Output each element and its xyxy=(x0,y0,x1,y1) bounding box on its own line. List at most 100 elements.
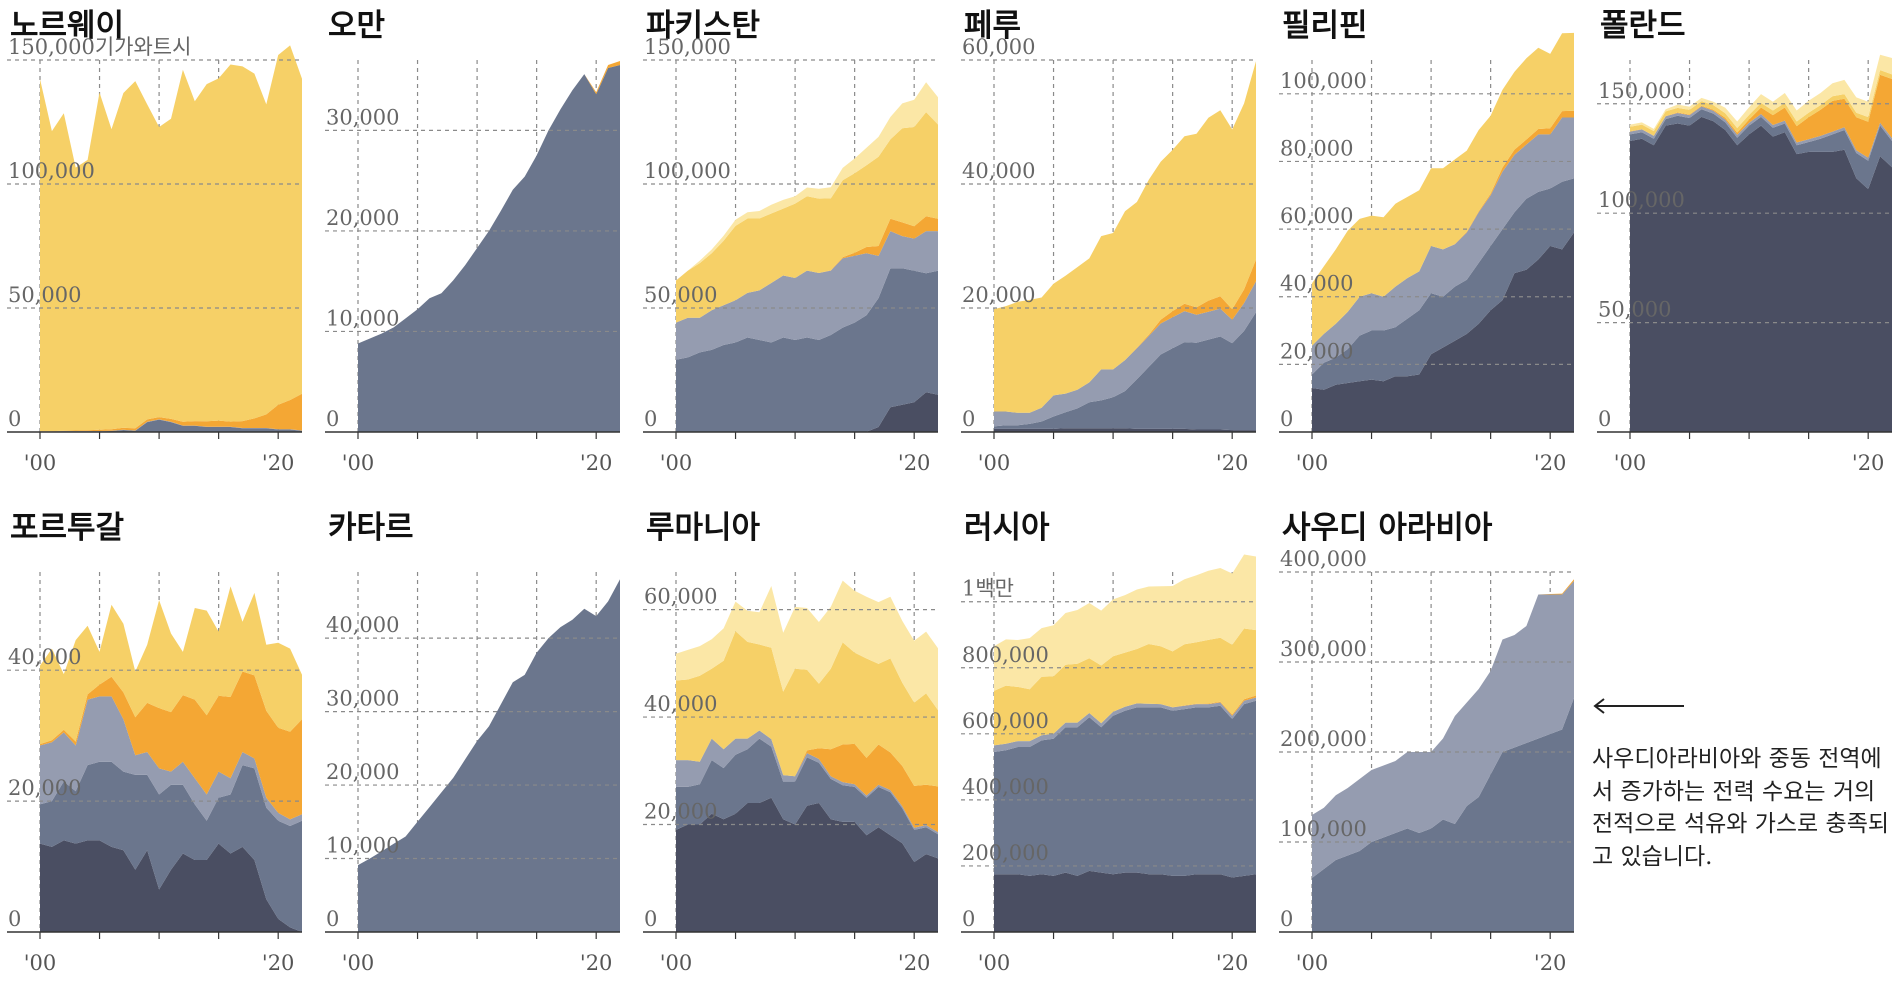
area-hydro xyxy=(994,628,1256,746)
x-tick-label: '00 xyxy=(978,951,1011,975)
panel-title: 러시아 xyxy=(964,510,1050,546)
panel-title: 페루 xyxy=(964,8,1021,44)
area-coal xyxy=(676,392,938,432)
y-tick-label: 150,000 xyxy=(1598,79,1685,103)
x-tick-label: '00 xyxy=(24,451,57,475)
y-tick-label: 150,000 xyxy=(644,35,731,59)
y-tick-label: 30,000 xyxy=(326,105,399,129)
panel-7: 카타르 0 10,000 20,000 30,000 40,000 '00 '20 xyxy=(325,510,620,975)
y-tick-label: 20,000 xyxy=(326,760,399,784)
area-oil xyxy=(1312,117,1574,375)
area-wind-solar xyxy=(40,393,302,432)
panel-5: 폴란드 0 50,000 100,000 150,000 '00 '20 xyxy=(1597,8,1892,475)
y-tick-label: 40,000 xyxy=(644,692,717,716)
area-oil xyxy=(994,697,1256,752)
x-tick-label: '20 xyxy=(1534,451,1567,475)
y-tick-label: 60,000 xyxy=(962,35,1035,59)
area-oil xyxy=(40,419,302,432)
panel-0: 노르웨이 0 50,000 100,000 150,000기가와트시 '00 '20 xyxy=(7,8,302,475)
y-tick-label: 200,000 xyxy=(962,841,1049,865)
area-oil xyxy=(40,696,302,826)
panel-6: 포르투갈 0 20,000 40,000 '00 '20 xyxy=(7,510,302,975)
x-tick-label: '20 xyxy=(1534,951,1567,975)
y-tick-label: 0 xyxy=(1280,907,1293,931)
area-coal xyxy=(40,840,302,932)
y-tick-label: 20,000 xyxy=(1280,339,1353,363)
panel-title: 필리핀 xyxy=(1282,8,1368,44)
x-tick-label: '20 xyxy=(580,451,613,475)
x-tick-label: '00 xyxy=(1296,951,1329,975)
y-tick-label: 60,000 xyxy=(644,585,717,609)
y-tick-label: 400,000 xyxy=(962,775,1049,799)
area-coal xyxy=(994,428,1256,432)
x-tick-label: '20 xyxy=(580,951,613,975)
area-hydro xyxy=(1312,32,1574,346)
area-oil xyxy=(676,730,938,835)
area-other xyxy=(676,82,938,281)
area-coal xyxy=(676,797,938,932)
y-tick-label: 20,000 xyxy=(644,800,717,824)
area-wind-solar xyxy=(358,61,620,344)
y-tick-label: 20,000 xyxy=(8,776,81,800)
y-tick-label: 40,000 xyxy=(8,645,81,669)
panel-2: 파키스탄 0 50,000 100,000 150,000 '00 '20 xyxy=(643,8,938,475)
x-tick-label: '20 xyxy=(1216,951,1249,975)
panel-1: 오만 0 10,000 20,000 30,000 '00 '20 xyxy=(325,8,620,475)
area-other xyxy=(676,580,938,711)
y-tick-label: 0 xyxy=(326,907,339,931)
x-tick-label: '00 xyxy=(978,451,1011,475)
y-tick-label: 0 xyxy=(962,907,975,931)
y-tick-label: 0 xyxy=(644,407,657,431)
panel-title: 노르웨이 xyxy=(10,8,124,44)
area-hydro xyxy=(40,45,302,432)
panel-9: 러시아 0 200,000 400,000 600,000 800,000 1백만 '00 '2… xyxy=(961,510,1256,975)
y-tick-label: 10,000 xyxy=(326,306,399,330)
area-gas xyxy=(676,738,938,863)
area-coal xyxy=(994,870,1256,932)
y-tick-label: 300,000 xyxy=(1280,637,1367,661)
area-gas xyxy=(994,312,1256,431)
y-tick-label: 50,000 xyxy=(1598,298,1671,322)
area-gas xyxy=(1312,698,1574,932)
area-wind-solar xyxy=(1630,74,1892,158)
y-tick-label: 60,000 xyxy=(1280,204,1353,228)
x-tick-label: '20 xyxy=(1852,451,1885,475)
x-tick-label: '20 xyxy=(1216,451,1249,475)
area-hydro xyxy=(40,586,302,745)
y-tick-label: 100,000 xyxy=(1280,69,1367,93)
area-wind-solar xyxy=(40,671,302,820)
y-tick-label: 200,000 xyxy=(1280,727,1367,751)
x-tick-label: '20 xyxy=(898,451,931,475)
y-tick-label: 80,000 xyxy=(1280,136,1353,160)
y-tick-label: 100,000 xyxy=(8,159,95,183)
area-oil xyxy=(1312,581,1574,878)
panel-title: 사우디 아라비아 xyxy=(1282,510,1493,546)
y-tick-label: 100,000 xyxy=(1598,188,1685,212)
panel-title: 오만 xyxy=(328,8,385,44)
y-tick-label: 400,000 xyxy=(1280,547,1367,571)
annotation-text: 사우디아라비아와 중동 전역에서 증가하는 전력 수요는 거의 전적으로 석유와… xyxy=(1592,746,1890,870)
area-gas xyxy=(1630,109,1892,190)
area-gas xyxy=(1312,178,1574,390)
y-tick-label: 40,000 xyxy=(1280,272,1353,296)
area-hydro xyxy=(1630,70,1892,136)
x-tick-label: '00 xyxy=(660,451,693,475)
y-tick-label: 100,000 xyxy=(1280,817,1367,841)
area-gas xyxy=(358,579,620,932)
y-tick-label: 10,000 xyxy=(326,834,399,858)
area-other xyxy=(994,554,1256,691)
y-tick-label: 0 xyxy=(326,407,339,431)
x-tick-label: '20 xyxy=(262,951,295,975)
y-tick-label: 40,000 xyxy=(962,159,1035,183)
x-tick-label: '00 xyxy=(1614,451,1647,475)
panel-title: 파키스탄 xyxy=(646,8,760,44)
x-tick-label: '00 xyxy=(342,451,375,475)
panel-8: 루마니아 0 20,000 40,000 60,000 '00 '20 xyxy=(643,510,938,975)
x-tick-label: '20 xyxy=(898,951,931,975)
left-arrow-icon xyxy=(1593,698,1684,714)
area-coal xyxy=(1312,232,1574,432)
y-tick-label: 0 xyxy=(1280,407,1293,431)
y-tick-label: 100,000 xyxy=(644,159,731,183)
y-tick-label: 0 xyxy=(8,407,21,431)
